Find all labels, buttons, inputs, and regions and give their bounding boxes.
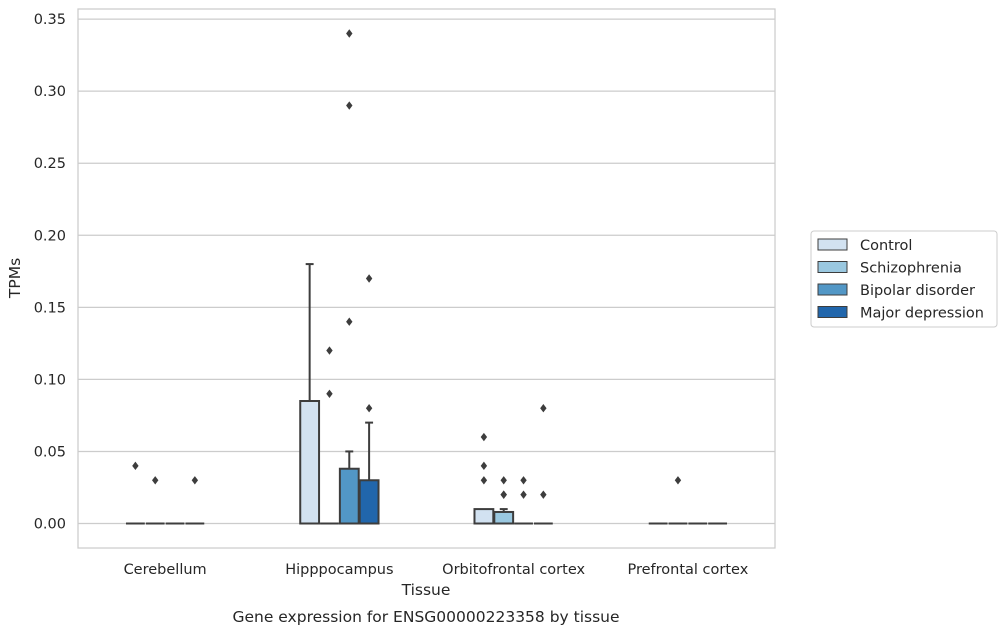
outlier-point xyxy=(326,389,333,398)
y-tick-label: 0.05 xyxy=(34,444,66,460)
box xyxy=(493,510,515,525)
outlier-point xyxy=(346,101,353,110)
legend-swatch xyxy=(817,283,848,296)
legend-label: Control xyxy=(860,238,912,254)
y-tick-label: 0.35 xyxy=(34,12,66,28)
outlier-point xyxy=(365,404,373,413)
y-tick-labels: 0.00 0.05 0.10 0.15 0.20 0.25 0.30 0.35 xyxy=(34,12,66,532)
legend: Control Schizophrenia Bipolar disorder Majo… xyxy=(810,230,998,328)
y-tick-label: 0.15 xyxy=(34,300,66,316)
x-tick-label: Prefrontal cortex xyxy=(627,562,748,578)
legend-swatch xyxy=(817,261,848,273)
legend-label: Bipolar disorder xyxy=(860,283,975,299)
y-axis-label: TPMs xyxy=(6,258,24,299)
outlier-point xyxy=(540,490,547,499)
outlier-point xyxy=(365,274,373,283)
box xyxy=(473,508,495,525)
x-axis-label: Tissue xyxy=(401,581,451,599)
outlier-point xyxy=(500,476,507,485)
box-layer xyxy=(125,263,728,525)
outlier-point xyxy=(346,317,353,326)
outlier-point xyxy=(480,476,488,485)
legend-frame xyxy=(810,230,998,328)
outlier-point xyxy=(346,29,353,38)
legend-items: Control Schizophrenia Bipolar disorder Majo… xyxy=(817,238,984,322)
legend-label: Schizophrenia xyxy=(860,261,962,277)
x-tick-label: Cerebellum xyxy=(124,562,207,578)
legend-swatch xyxy=(817,238,848,251)
legend-label: Major depression xyxy=(860,306,984,322)
outlier-point xyxy=(152,476,159,485)
outlier-point xyxy=(132,461,139,471)
outlier-point xyxy=(520,476,527,485)
y-tick-label: 0.25 xyxy=(34,156,66,172)
x-tick-label: Orbitofrontal cortex xyxy=(442,562,585,578)
outlier-layer xyxy=(132,29,682,499)
y-tick-label: 0.10 xyxy=(34,372,66,388)
x-tick-labels: Cerebellum Hipppocampus Orbitofrontal cort… xyxy=(124,562,749,578)
outlier-point xyxy=(480,432,488,442)
grid-layer xyxy=(78,18,775,525)
box xyxy=(358,479,380,525)
chart-caption: Gene expression for ENSG00000223358 by t… xyxy=(232,608,619,626)
y-tick-label: 0.20 xyxy=(34,228,66,244)
outlier-point xyxy=(674,476,682,485)
outlier-point xyxy=(520,490,527,499)
y-tick-label: 0.30 xyxy=(34,84,66,100)
outlier-point xyxy=(500,490,507,499)
y-tick-label: 0.00 xyxy=(34,517,66,533)
outlier-point xyxy=(540,404,547,413)
outlier-point xyxy=(191,476,199,485)
plot-frame xyxy=(77,8,776,549)
outlier-point xyxy=(326,346,333,355)
box xyxy=(299,400,321,525)
outlier-point xyxy=(480,461,488,471)
box xyxy=(338,467,360,525)
x-tick-label: Hipppocampus xyxy=(285,562,393,578)
legend-swatch xyxy=(817,306,848,318)
